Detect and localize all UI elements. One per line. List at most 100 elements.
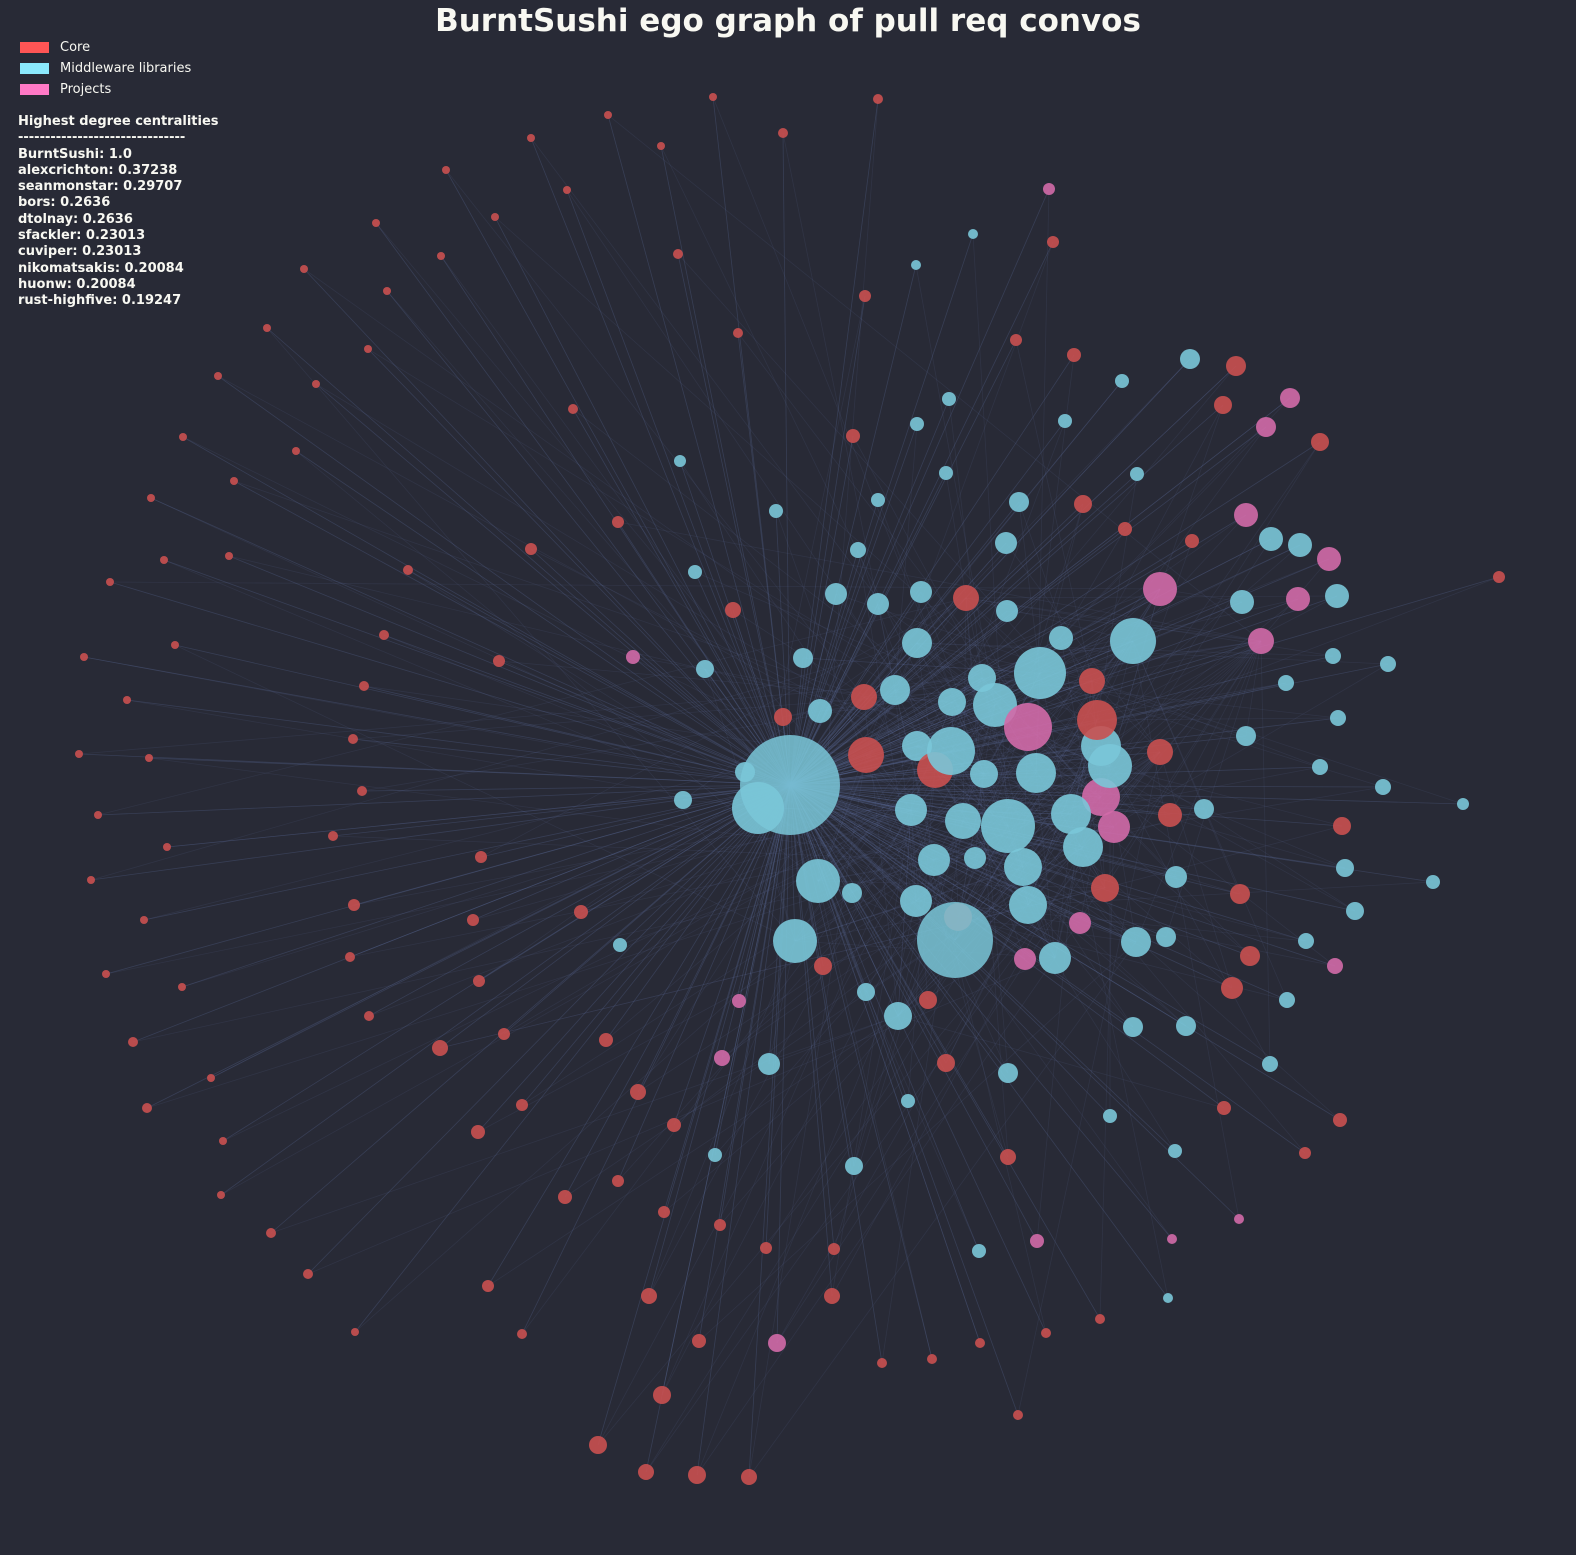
graph-edge (181, 726, 1029, 988)
graph-edge (776, 826, 1115, 1344)
graph-edge (789, 435, 854, 786)
node-middleware (1121, 927, 1151, 957)
node-middleware (1063, 827, 1103, 867)
graph-edge (352, 738, 791, 786)
node-project (732, 994, 746, 1008)
node-core (491, 213, 499, 221)
graph-edge (487, 784, 791, 1287)
node-core (653, 1386, 671, 1404)
node-core (217, 1191, 225, 1199)
node-middleware (1312, 759, 1328, 775)
node-core (475, 851, 487, 863)
node-middleware (808, 699, 832, 723)
node-core (1333, 1113, 1347, 1127)
node-middleware (1298, 933, 1314, 949)
graph-edge (150, 497, 791, 786)
graph-edge (617, 521, 1262, 642)
graph-edge (303, 268, 896, 691)
node-middleware (1168, 1144, 1182, 1158)
node-middleware (1103, 1109, 1117, 1123)
node-project (1098, 811, 1130, 843)
graph-edge (897, 745, 1102, 1017)
graph-edge (915, 900, 1307, 942)
node-core (437, 252, 445, 260)
graph-edge (383, 634, 935, 861)
graph-edge (645, 784, 791, 1473)
graph-edge (1104, 887, 1307, 942)
graph-edge (831, 846, 1084, 1297)
graph-edge (721, 796, 1102, 1059)
graph-edge (146, 784, 791, 1109)
centrality-entry: BurntSushi: 1.0 (18, 146, 132, 162)
node-core (563, 186, 571, 194)
graph-edge (607, 114, 791, 786)
node-project (1167, 1234, 1177, 1244)
graph-edge (564, 784, 791, 1198)
node-core (163, 843, 171, 851)
node-core (657, 142, 665, 150)
node-core (688, 1466, 706, 1484)
node-project (626, 650, 640, 664)
centrality-entry: nikomatsakis: 0.20084 (18, 260, 184, 276)
graph-edge (757, 358, 1191, 809)
node-project (1004, 703, 1052, 751)
graph-edge (83, 656, 791, 786)
node-core (1226, 356, 1246, 376)
graph-edge (951, 365, 1237, 703)
graph-edge (1017, 751, 1161, 1416)
node-core (873, 94, 883, 104)
node-core (516, 1099, 528, 1111)
node-middleware (970, 760, 998, 788)
graph-edge (789, 295, 866, 786)
node-middleware (1194, 799, 1214, 819)
node-middleware (1279, 992, 1295, 1008)
node-middleware (918, 844, 950, 876)
node-core (1217, 1101, 1231, 1115)
graph-edge (349, 784, 791, 958)
graph-edge (789, 358, 1191, 786)
node-core (824, 1288, 840, 1304)
graph-edge (233, 480, 791, 786)
node-middleware (871, 493, 885, 507)
node-core (345, 952, 355, 962)
graph-edge (617, 726, 1029, 1182)
node-middleware (972, 1244, 986, 1258)
node-middleware (1110, 618, 1156, 664)
node-core (937, 1054, 955, 1072)
node-middleware (938, 688, 966, 716)
node-middleware (1039, 942, 1071, 974)
graph-edge (132, 784, 791, 1043)
node-core (927, 1354, 937, 1364)
node-middleware (793, 648, 813, 668)
graph-edge (1109, 765, 1343, 827)
graph-edge (564, 846, 1084, 1198)
node-core (877, 1358, 887, 1368)
graph-edge (375, 222, 959, 918)
node-middleware (902, 628, 932, 658)
node-core (348, 734, 358, 744)
node-core (178, 983, 186, 991)
node-core (1010, 334, 1022, 346)
node-middleware (981, 799, 1035, 853)
node-core (328, 831, 338, 841)
graph-edge (817, 98, 879, 882)
graph-edge (962, 820, 1134, 1028)
graph-edge (915, 772, 1037, 902)
graph-edge (233, 480, 865, 698)
graph-edge (698, 784, 791, 1342)
node-core (638, 1464, 654, 1480)
graph-edge (126, 699, 791, 786)
graph-edge (789, 784, 1173, 1240)
node-middleware (911, 260, 921, 270)
node-core (953, 585, 979, 611)
node-core (774, 708, 792, 726)
node-middleware (996, 600, 1018, 622)
graph-edge (915, 264, 996, 706)
node-core (214, 372, 222, 380)
node-core (147, 494, 155, 502)
graph-edge (817, 241, 1054, 882)
node-middleware (1049, 626, 1073, 650)
centrality-entry: seanmonstar: 0.29707 (18, 179, 183, 195)
node-middleware (708, 1148, 722, 1162)
